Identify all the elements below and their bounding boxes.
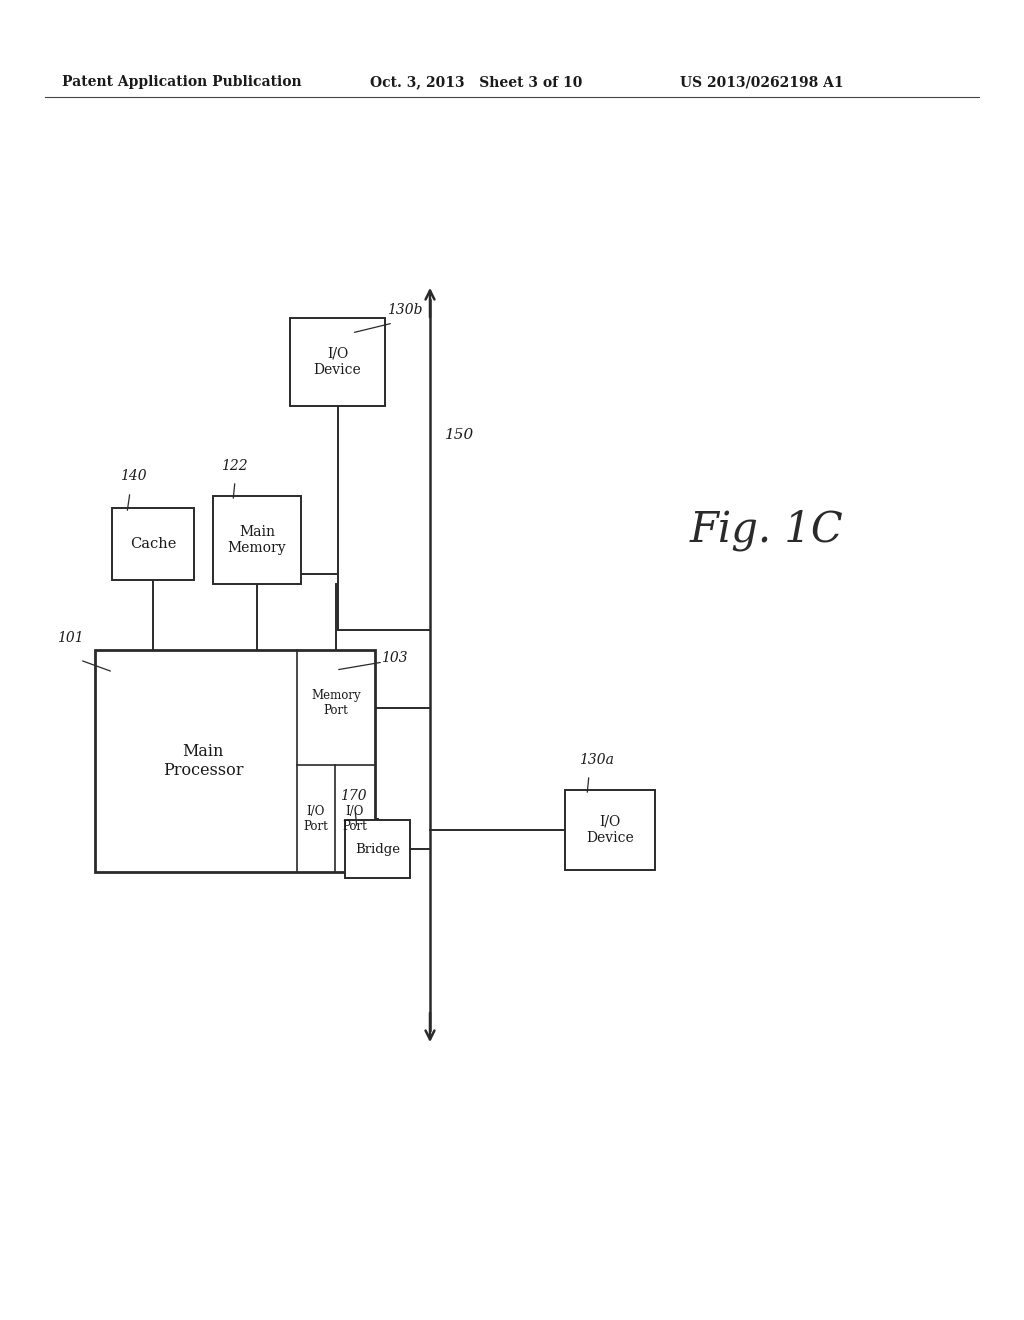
Bar: [95, 649, 375, 873]
Text: I/O
Port: I/O Port: [343, 805, 368, 833]
Text: Main
Memory: Main Memory: [227, 525, 287, 556]
Bar: [345, 820, 410, 878]
Text: 122: 122: [221, 459, 248, 473]
Text: I/O
Port: I/O Port: [304, 805, 329, 833]
Text: 140: 140: [120, 469, 146, 483]
Text: Fig. 1C: Fig. 1C: [690, 510, 844, 550]
Text: Oct. 3, 2013   Sheet 3 of 10: Oct. 3, 2013 Sheet 3 of 10: [370, 75, 583, 88]
Text: Cache: Cache: [130, 537, 176, 550]
Bar: [565, 789, 655, 870]
Text: I/O
Device: I/O Device: [313, 347, 361, 378]
Text: 101: 101: [57, 631, 84, 645]
Text: I/O
Device: I/O Device: [586, 814, 634, 845]
Text: Patent Application Publication: Patent Application Publication: [62, 75, 302, 88]
Text: 150: 150: [445, 428, 474, 442]
Text: 130b: 130b: [387, 304, 423, 317]
Bar: [213, 496, 301, 583]
Text: US 2013/0262198 A1: US 2013/0262198 A1: [680, 75, 844, 88]
Text: 170: 170: [340, 789, 367, 803]
Bar: [290, 318, 385, 407]
Bar: [112, 508, 194, 579]
Text: Memory
Port: Memory Port: [311, 689, 360, 717]
Text: 103: 103: [381, 651, 408, 665]
Text: Main
Processor: Main Processor: [163, 743, 244, 779]
Text: Bridge: Bridge: [355, 842, 400, 855]
Text: 130a: 130a: [579, 752, 613, 767]
